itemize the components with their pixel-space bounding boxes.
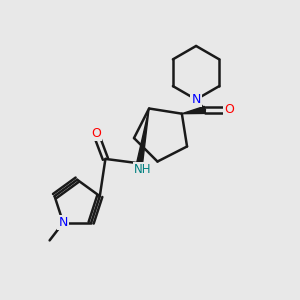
Text: O: O (224, 103, 234, 116)
Text: O: O (91, 127, 101, 140)
Polygon shape (137, 109, 149, 164)
Text: N: N (191, 93, 201, 106)
Text: N: N (58, 216, 68, 229)
Text: NH: NH (134, 164, 151, 176)
Polygon shape (182, 106, 206, 114)
